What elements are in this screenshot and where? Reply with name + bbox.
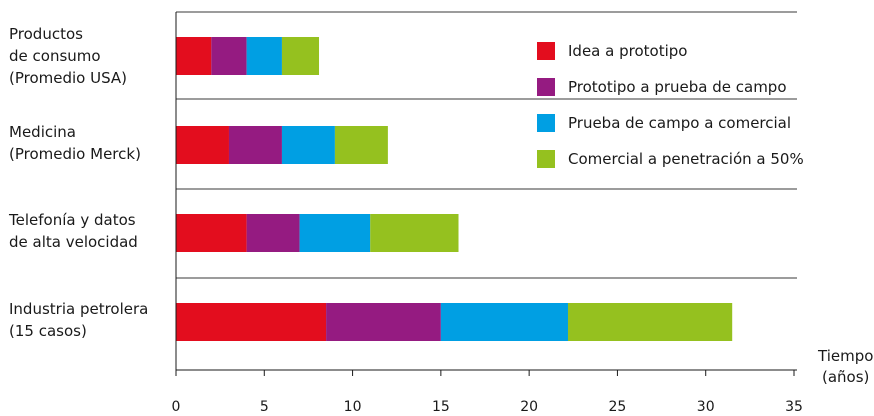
legend-swatch-0	[537, 42, 555, 60]
x-tick-label-6: 30	[697, 399, 715, 412]
bar-segment-3-2	[440, 303, 568, 341]
x-tick-label-2: 10	[344, 399, 362, 412]
legend-item-3: Comercial a penetración a 50%	[537, 148, 804, 170]
legend-label-3: Comercial a penetración a 50%	[568, 150, 804, 168]
legend-label-0: Idea a prototipo	[568, 42, 688, 60]
x-tick-label-4: 20	[520, 399, 538, 412]
x-tick-label-1: 5	[260, 399, 269, 412]
bar-segment-0-3	[281, 37, 320, 75]
bar-segment-1-2	[281, 126, 335, 164]
legend: Idea a prototipo Prototipo a prueba de c…	[537, 40, 804, 184]
category-label-0: Productos de consumo (Promedio USA)	[9, 25, 128, 87]
legend-item-2: Prueba de campo a comercial	[537, 112, 804, 134]
legend-item-1: Prototipo a prueba de campo	[537, 76, 804, 98]
category-label-3: Industria petrolera (15 casos)	[9, 300, 149, 340]
legend-item-0: Idea a prototipo	[537, 40, 804, 62]
legend-swatch-2	[537, 114, 555, 132]
legend-swatch-1	[537, 78, 555, 96]
x-axis-label: Tiempo (años)	[818, 347, 874, 386]
bar-segment-0-1	[211, 37, 247, 75]
bar-segment-3-0	[176, 303, 327, 341]
x-tick-label-0: 0	[172, 399, 181, 412]
bar-segment-2-1	[246, 214, 300, 252]
bar-segment-0-2	[246, 37, 282, 75]
bar-segment-3-1	[326, 303, 441, 341]
category-label-2: Telefonía y datos de alta velocidad	[9, 211, 138, 251]
bar-segment-2-0	[176, 214, 247, 252]
x-tick-label-3: 15	[432, 399, 450, 412]
bar-segment-1-3	[334, 126, 388, 164]
bar-segment-1-1	[228, 126, 282, 164]
bar-segment-0-0	[176, 37, 212, 75]
legend-swatch-3	[537, 150, 555, 168]
x-tick-label-5: 25	[609, 399, 627, 412]
bar-segment-2-3	[370, 214, 459, 252]
bar-segment-1-0	[176, 126, 229, 164]
legend-label-2: Prueba de campo a comercial	[568, 114, 792, 132]
legend-label-1: Prototipo a prueba de campo	[568, 78, 787, 96]
bar-segment-3-3	[567, 303, 733, 341]
category-label-1: Medicina (Promedio Merck)	[9, 123, 141, 163]
bar-segment-2-2	[299, 214, 371, 252]
x-tick-label-7: 35	[785, 399, 803, 412]
